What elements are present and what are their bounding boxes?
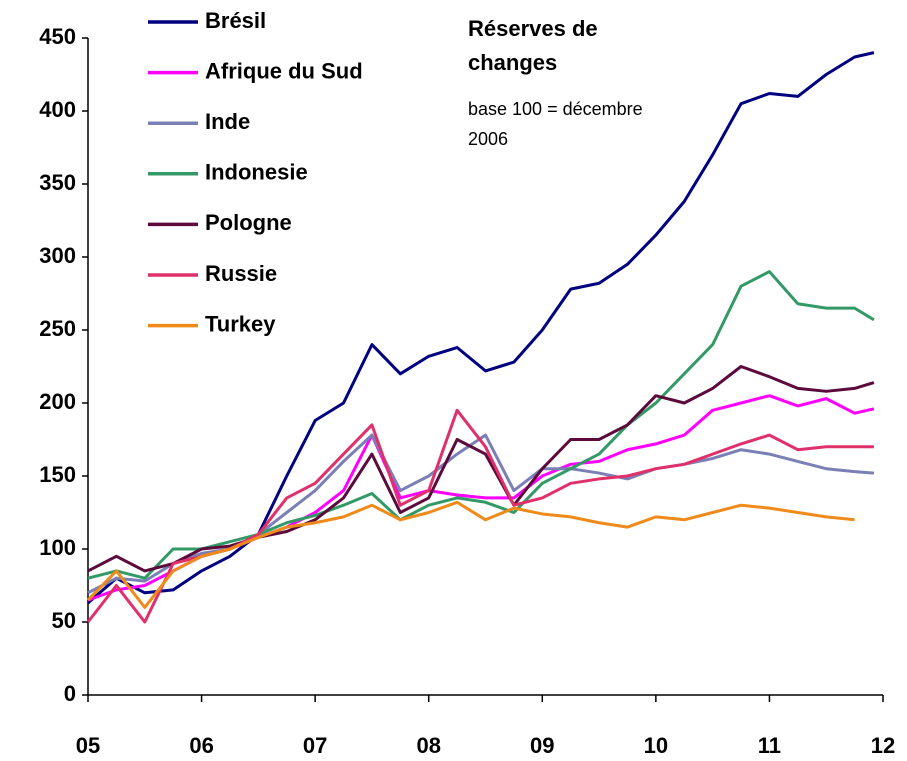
legend-label: Turkey bbox=[205, 311, 276, 336]
y-tick-label: 200 bbox=[39, 389, 76, 414]
x-tick-label: 11 bbox=[758, 733, 781, 758]
legend-label: Pologne bbox=[205, 210, 292, 235]
y-tick-label: 150 bbox=[39, 462, 76, 487]
x-tick-label: 09 bbox=[530, 733, 554, 758]
series-line bbox=[87, 51, 875, 605]
y-tick-label: 0 bbox=[64, 681, 76, 706]
legend-label: Russie bbox=[205, 261, 277, 286]
y-tick-label: 100 bbox=[39, 535, 76, 560]
y-tick-label: 350 bbox=[39, 170, 76, 195]
series-line bbox=[87, 270, 875, 580]
y-tick-label: 250 bbox=[39, 316, 76, 341]
chart-subtitle: base 100 = décembre 2006 bbox=[468, 99, 643, 149]
y-tick-label: 50 bbox=[52, 608, 76, 633]
x-tick-label: 06 bbox=[189, 733, 213, 758]
x-tick-label: 08 bbox=[416, 733, 440, 758]
legend-label: Inde bbox=[205, 109, 250, 134]
legend-label: Afrique du Sud bbox=[205, 58, 363, 83]
x-tick-label: 12 bbox=[871, 733, 895, 758]
legend-label: Indonesie bbox=[205, 160, 308, 185]
y-tick-label: 400 bbox=[39, 97, 76, 122]
legend-label: Brésil bbox=[205, 8, 266, 33]
x-tick-label: 05 bbox=[76, 733, 100, 758]
x-tick-label: 07 bbox=[303, 733, 327, 758]
y-tick-label: 450 bbox=[39, 24, 76, 49]
chart-title: Réserves de changes bbox=[468, 16, 598, 75]
series-line bbox=[86, 500, 855, 609]
series-line bbox=[87, 365, 875, 573]
x-tick-label: 10 bbox=[644, 733, 668, 758]
y-tick-label: 300 bbox=[39, 243, 76, 268]
